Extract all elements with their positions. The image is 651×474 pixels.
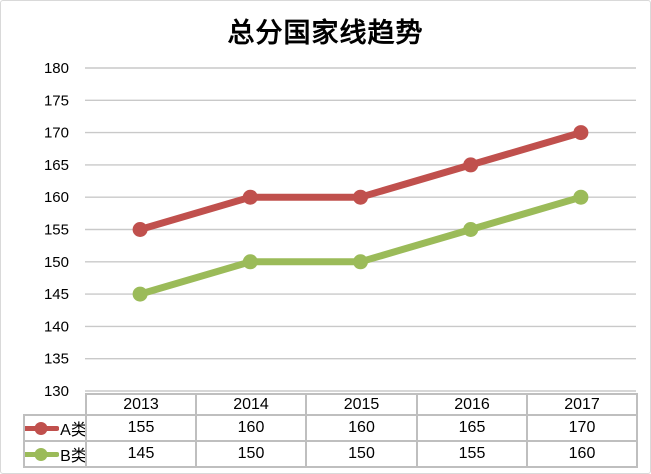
value-cell: 145	[85, 440, 197, 468]
value-cell: 160	[305, 414, 418, 442]
y-axis-label: 145	[44, 286, 69, 303]
data-point-marker	[242, 254, 258, 270]
legend-line-marker-icon	[26, 421, 60, 435]
legend-series-label: A类	[60, 422, 86, 439]
data-table: 2013 2014 2015 2016 2017 A类 155 160 160 165 170 B类 1…	[23, 393, 638, 468]
y-axis-label: 170	[44, 125, 69, 142]
value-cell: 170	[526, 414, 638, 442]
year-header: 2014	[195, 393, 307, 416]
data-point-marker	[353, 254, 368, 270]
value-cell: 155	[416, 440, 528, 468]
y-axis-label: 135	[44, 351, 69, 368]
data-point-marker	[132, 222, 148, 237]
y-axis-label: 140	[44, 318, 69, 335]
data-point-marker	[573, 125, 589, 141]
year-header: 2016	[416, 393, 528, 416]
value-cell: 165	[416, 414, 528, 442]
chart-title: 总分国家线趋势	[227, 18, 424, 48]
y-axis-label: 130	[44, 383, 69, 400]
data-point-marker	[463, 222, 479, 237]
data-point-marker	[353, 189, 368, 205]
legend-series-label: B类	[60, 448, 86, 465]
legend-cell: B类	[23, 440, 87, 468]
year-header: 2015	[305, 393, 418, 416]
table-row: A类 155 160 160 165 170	[23, 414, 638, 442]
value-cell: 160	[195, 414, 307, 442]
value-cell: 150	[195, 440, 307, 468]
y-axis-label: 155	[44, 222, 69, 239]
legend-cell: A类	[23, 414, 87, 442]
data-point-marker	[573, 189, 589, 205]
y-axis-label: 160	[44, 189, 69, 206]
table-corner-cell	[24, 394, 86, 415]
table-row: B类 145 150 150 155 160	[23, 440, 638, 468]
value-cell: 150	[305, 440, 418, 468]
year-header: 2013	[85, 393, 197, 416]
data-point-marker	[463, 157, 479, 173]
value-cell: 155	[85, 414, 197, 442]
data-point-marker	[132, 286, 148, 302]
y-axis-label: 150	[44, 254, 69, 271]
value-cell: 160	[526, 440, 638, 468]
y-axis-label: 180	[44, 60, 69, 77]
legend-line-marker-icon	[26, 447, 60, 461]
y-axis-label: 175	[44, 92, 69, 109]
y-axis-label: 165	[44, 157, 69, 174]
data-point-marker	[242, 189, 258, 205]
year-header: 2017	[526, 393, 638, 416]
